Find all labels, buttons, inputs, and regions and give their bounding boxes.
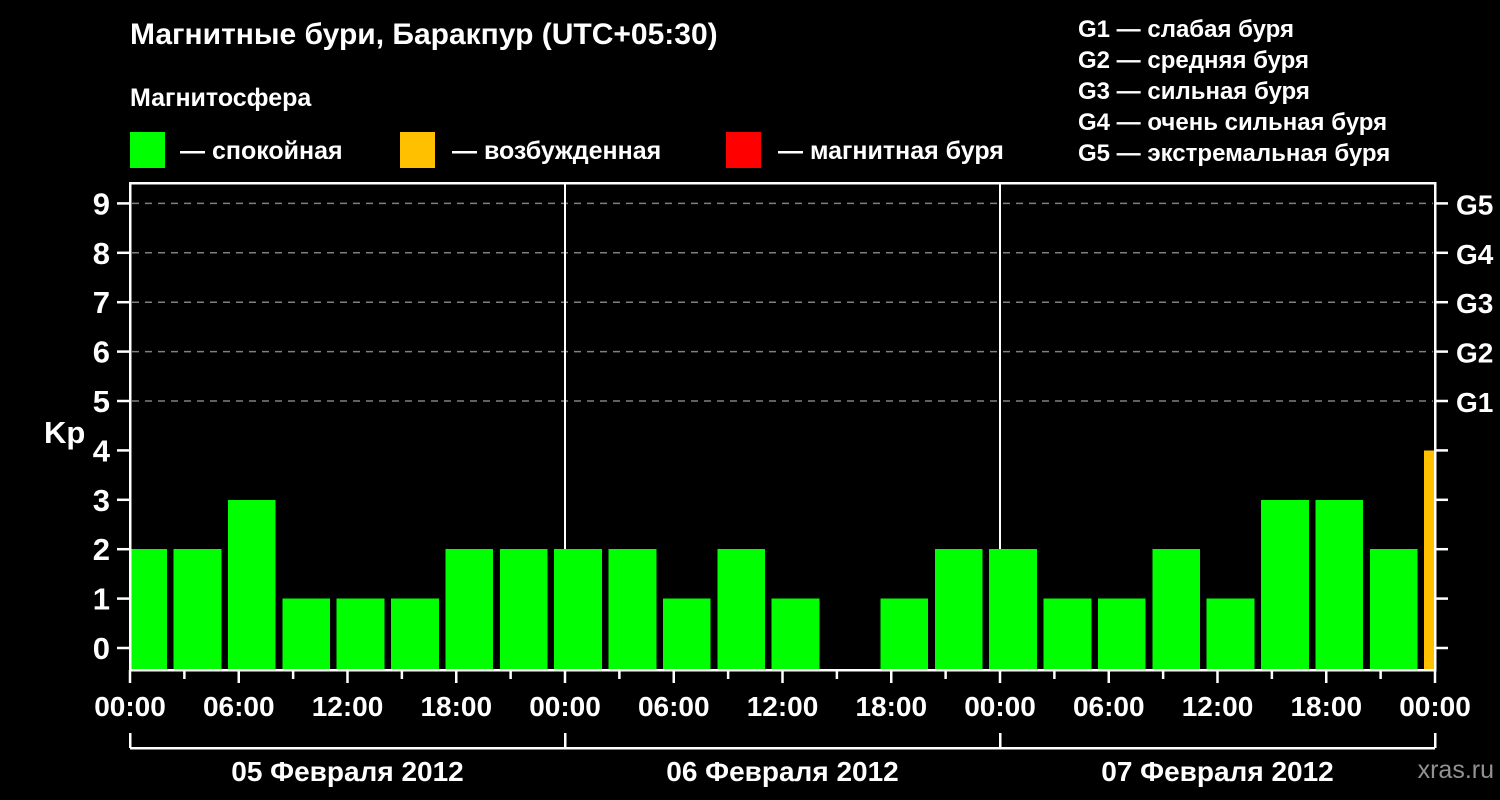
- g-axis-label: G5: [1456, 189, 1493, 220]
- y-axis-title: Kp: [44, 415, 85, 450]
- kp-bar: [131, 549, 167, 669]
- kp-bar: [989, 549, 1037, 669]
- legend-label-storm: — магнитная буря: [778, 137, 1004, 165]
- g-axis-label: G4: [1456, 239, 1494, 270]
- kp-bar: [1043, 598, 1092, 669]
- kp-bar: [1424, 450, 1434, 669]
- kp-bar: [662, 598, 711, 669]
- kp-bar: [771, 598, 820, 669]
- storm-scale-legend: G1 — слабая буря G2 — средняя буря G3 — …: [1078, 14, 1390, 169]
- kp-bar: [1315, 499, 1364, 669]
- day-label: 07 Февраля 2012: [1101, 756, 1333, 787]
- y-tick-label: 3: [93, 483, 110, 518]
- day-label: 05 Февраля 2012: [231, 756, 463, 787]
- legend-label-excited: — возбужденная: [452, 137, 662, 165]
- x-tick-label: 12:00: [747, 691, 819, 722]
- x-tick-label: 18:00: [1290, 691, 1362, 722]
- y-tick-label: 6: [93, 335, 110, 370]
- storm-scale-item-g5: G5 — экстремальная буря: [1078, 140, 1391, 167]
- day-label: 06 Февраля 2012: [666, 756, 898, 787]
- kp-bar: [934, 549, 983, 669]
- g-axis-label: G3: [1456, 288, 1493, 319]
- y-tick-label: 5: [93, 384, 110, 419]
- plot-frame: [128, 181, 1437, 672]
- kp-bar: [717, 549, 766, 669]
- x-tick-label: 18:00: [420, 691, 492, 722]
- x-tick-label: 06:00: [203, 691, 275, 722]
- kp-bar: [1097, 598, 1146, 669]
- legend-chip-quiet-icon: [130, 132, 165, 168]
- kp-bar: [1261, 499, 1309, 669]
- y-tick-label: 7: [93, 285, 110, 320]
- kp-bar: [1152, 549, 1201, 669]
- legend-chip-storm-icon: [726, 132, 761, 168]
- magnetosphere-legend: — спокойная — возбужденная — магнитная б…: [0, 132, 1500, 170]
- y-tick-label: 4: [93, 433, 111, 468]
- kp-bar: [282, 598, 331, 669]
- g-axis-label: G1: [1456, 387, 1493, 418]
- x-tick-label: 00:00: [1399, 691, 1471, 722]
- watermark: xras.ru: [1417, 756, 1494, 784]
- kp-bar: [336, 598, 385, 669]
- y-tick-label: 0: [93, 631, 110, 666]
- storm-scale-item-g3: G3 — сильная буря: [1078, 78, 1310, 105]
- x-tick-label: 00:00: [964, 691, 1036, 722]
- x-tick-label: 06:00: [1073, 691, 1145, 722]
- kp-bar: [227, 499, 276, 669]
- kp-bar: [391, 598, 439, 669]
- x-tick-label: 12:00: [1182, 691, 1254, 722]
- g-axis-label: G2: [1456, 338, 1493, 369]
- legend-chip-excited-icon: [400, 132, 435, 168]
- storm-scale-item-g4: G4 — очень сильная буря: [1078, 109, 1388, 136]
- y-tick-label: 8: [93, 236, 110, 271]
- y-tick-label: 9: [93, 186, 110, 221]
- legend-label-quiet: — спокойная: [180, 137, 343, 165]
- kp-bar: [608, 549, 657, 669]
- y-tick-label: 2: [93, 532, 110, 567]
- storm-scale-item-g2: G2 — средняя буря: [1078, 47, 1309, 74]
- x-tick-label: 00:00: [529, 691, 601, 722]
- x-tick-label: 00:00: [94, 691, 166, 722]
- magnetosphere-heading: Магнитосфера: [130, 84, 312, 112]
- kp-bar: [173, 549, 222, 669]
- kp-bar: [554, 549, 602, 669]
- x-tick-label: 18:00: [855, 691, 927, 722]
- kp-bar: [1369, 549, 1418, 669]
- page-title: Магнитные бури, Баракпур (UTC+05:30): [130, 18, 718, 51]
- kp-bar: [445, 549, 494, 669]
- storm-scale-item-g1: G1 — слабая буря: [1078, 16, 1295, 43]
- kp-bar: [880, 598, 929, 669]
- y-tick-label: 1: [93, 582, 110, 617]
- x-tick-label: 12:00: [312, 691, 384, 722]
- x-tick-label: 06:00: [638, 691, 710, 722]
- kp-bar: [1206, 598, 1255, 669]
- kp-bar: [499, 549, 548, 669]
